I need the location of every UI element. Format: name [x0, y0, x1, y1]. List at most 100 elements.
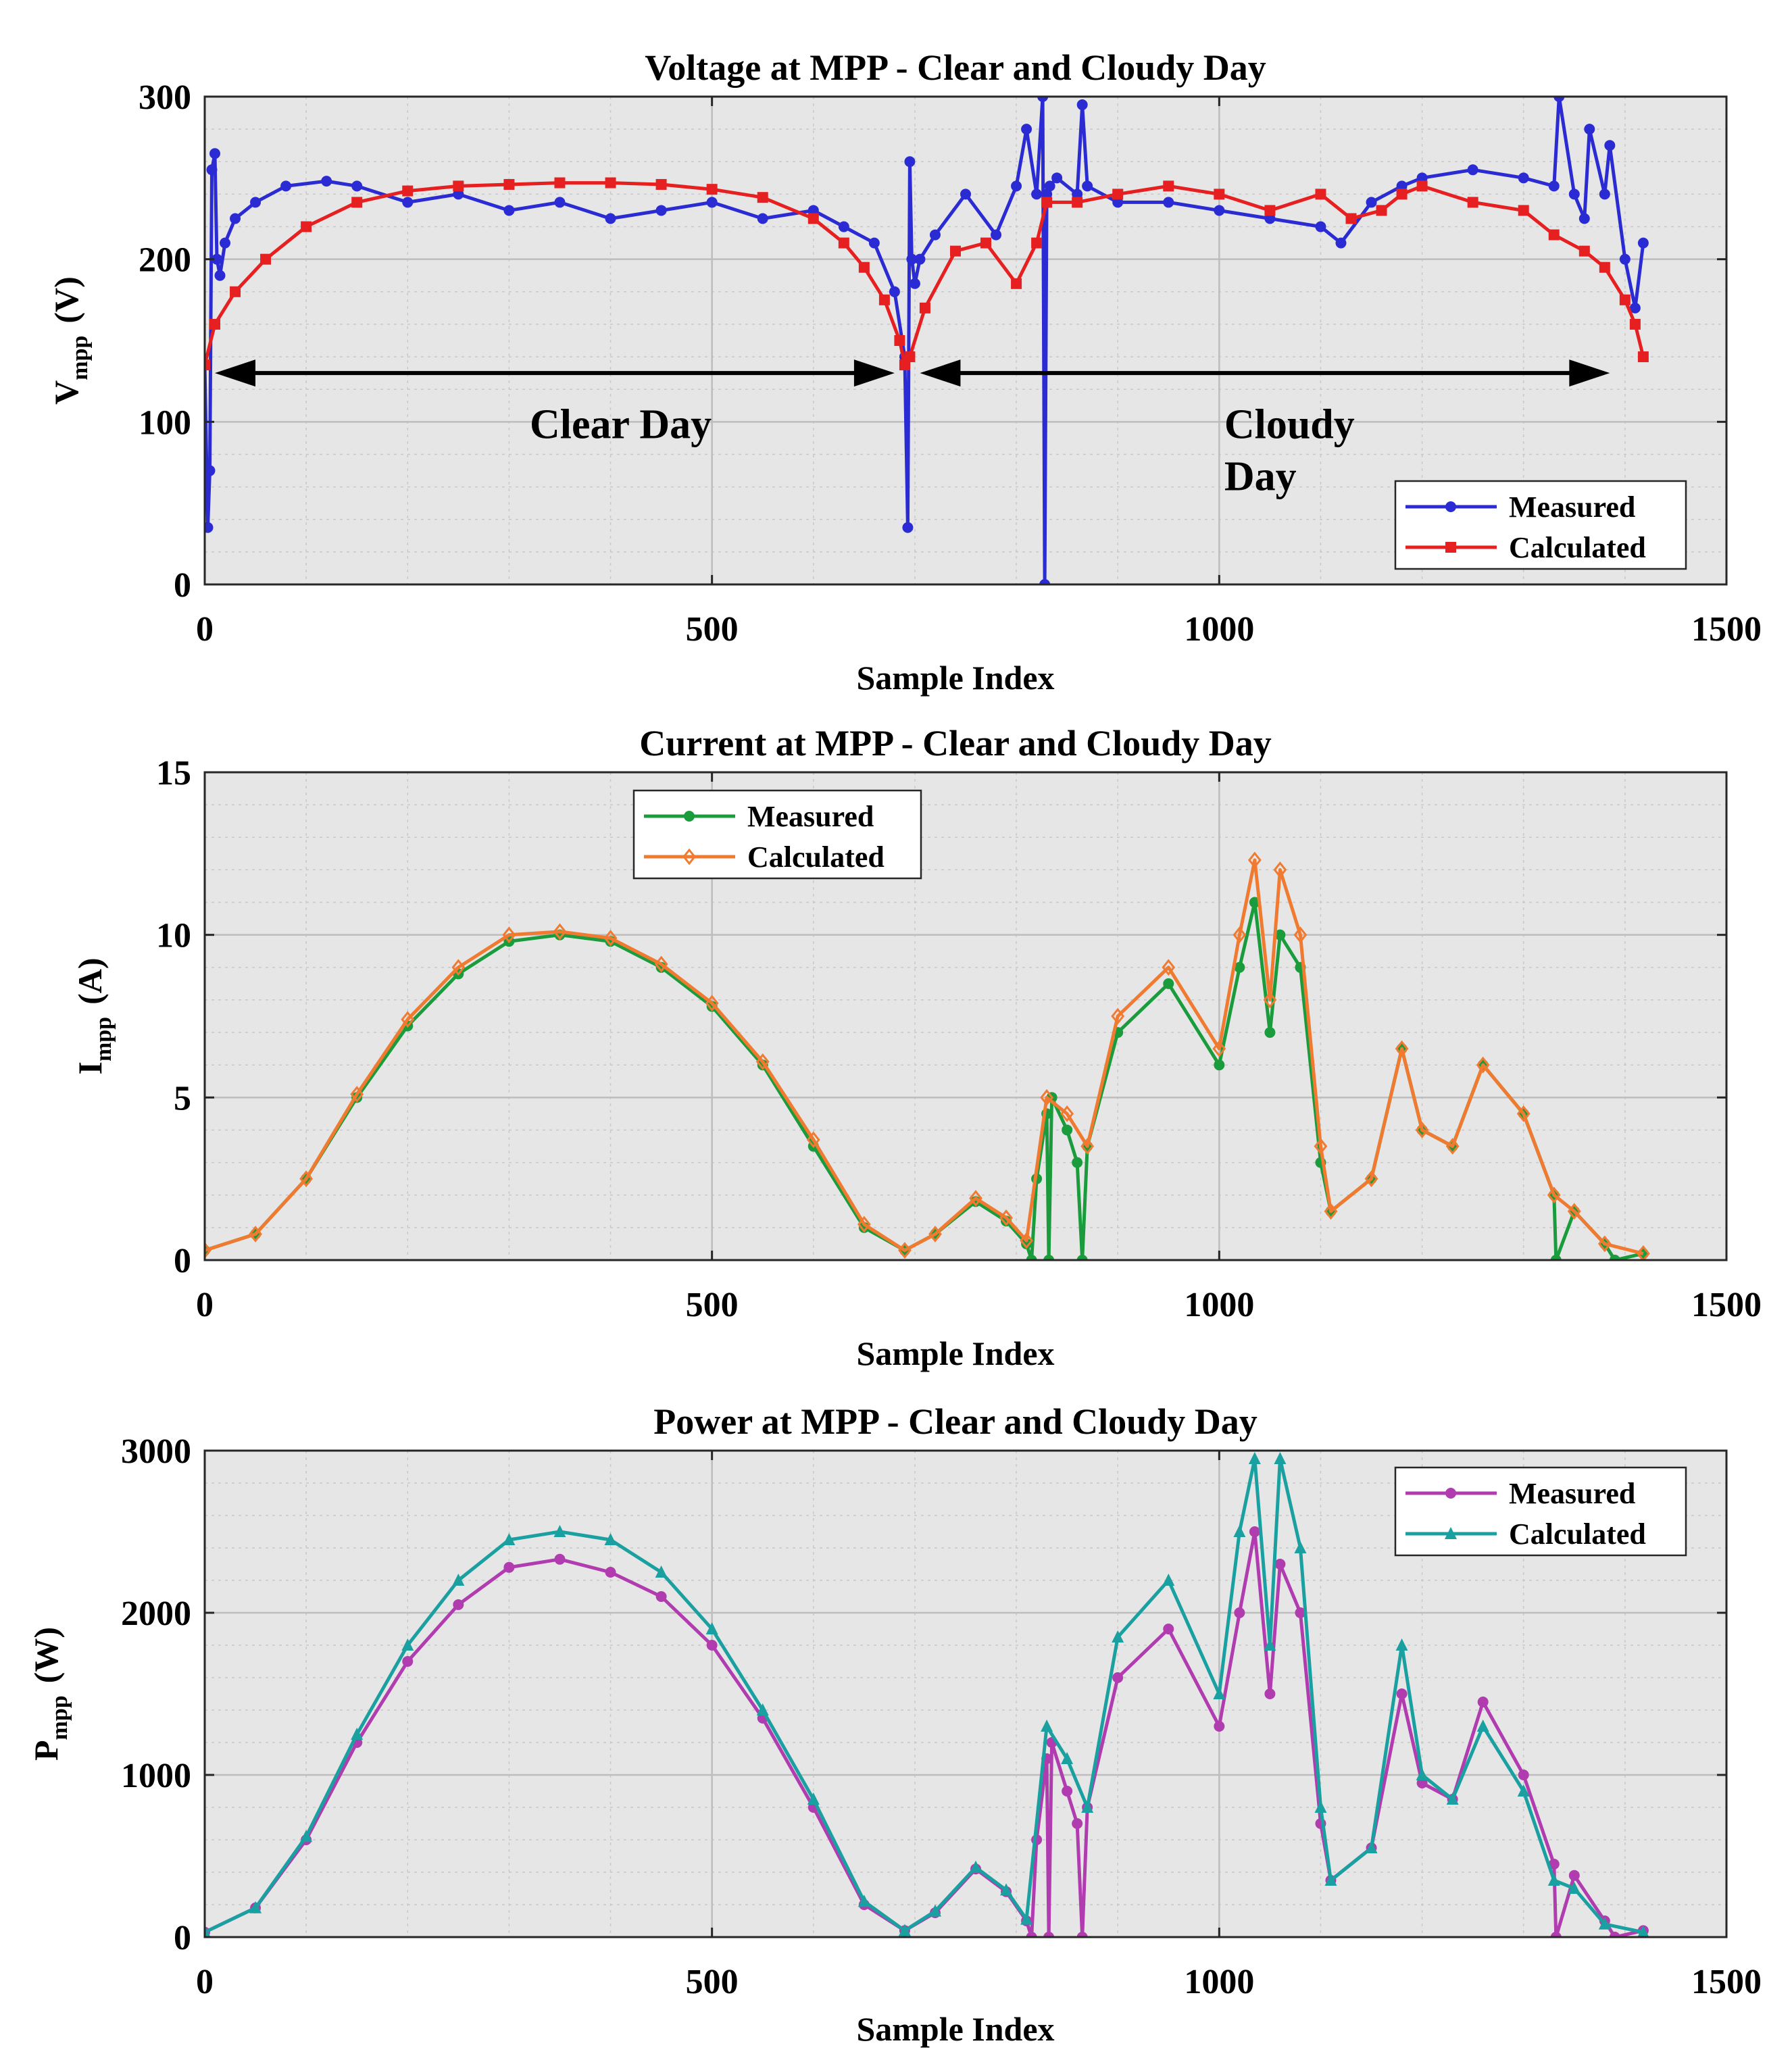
- data-point: [1395, 1040, 1409, 1057]
- legend-marker: [1445, 501, 1456, 512]
- chart-1: 0 500 1000 1500 0 100 200 300 Voltage at MPP - C…: [47, 47, 1762, 697]
- data-point: [211, 253, 223, 265]
- y-axis-label: Impp (A): [71, 957, 116, 1074]
- data-point: [898, 1924, 911, 1936]
- data-point: [655, 205, 667, 216]
- annotation-text: Clear Day: [530, 401, 712, 447]
- data-point: [705, 995, 719, 1012]
- data-point: [299, 1170, 314, 1188]
- data-point: [206, 164, 218, 176]
- data-point: [1076, 1255, 1088, 1260]
- data-point: [1264, 213, 1276, 224]
- data-point: [1637, 351, 1649, 363]
- data-point: [603, 930, 618, 947]
- data-point: [214, 270, 226, 281]
- data-point: [605, 177, 616, 189]
- data-point: [1477, 1697, 1489, 1707]
- data-point: [1598, 1917, 1611, 1930]
- data-point: [902, 522, 914, 533]
- data-point: [1396, 1688, 1408, 1699]
- y-tick-label: 0: [174, 566, 191, 605]
- y-axis-subscript: mpp: [91, 1017, 116, 1061]
- data-point: [1335, 237, 1347, 249]
- data-point: [1476, 1720, 1489, 1732]
- data-point: [453, 189, 464, 200]
- data-point: [1026, 1932, 1037, 1937]
- legend: Measured Calculated: [1394, 1466, 1687, 1557]
- data-point: [1467, 164, 1478, 176]
- data-point: [1396, 189, 1408, 200]
- data-point: [1214, 1721, 1225, 1732]
- legend-label: Calculated: [1509, 1518, 1646, 1551]
- data-point: [1415, 1122, 1429, 1138]
- data-point: [757, 192, 768, 203]
- data-point: [1376, 205, 1387, 216]
- data-point: [1516, 1105, 1530, 1122]
- data-point: [655, 178, 667, 190]
- x-axis-label: Sample Index: [856, 659, 1054, 697]
- data-point: [209, 148, 221, 159]
- data-point: [999, 1209, 1013, 1226]
- data-point: [655, 1591, 667, 1602]
- data-point: [1112, 1672, 1124, 1683]
- data-point: [1233, 1525, 1246, 1537]
- y-axis-unit: (A): [71, 957, 109, 1004]
- data-point: [604, 1533, 617, 1545]
- data-point: [1597, 1235, 1612, 1253]
- data-point: [205, 1925, 211, 1937]
- data-point: [1584, 124, 1595, 135]
- data-point: [1000, 1883, 1013, 1896]
- data-point: [1578, 213, 1590, 224]
- data-point: [1550, 1932, 1562, 1937]
- data-point: [1314, 1801, 1327, 1813]
- legend-marker: [1445, 542, 1456, 553]
- x-tick-label: 500: [686, 1963, 739, 2001]
- data-point: [605, 213, 616, 224]
- legend-box: [632, 789, 922, 880]
- data-point: [991, 229, 1002, 241]
- data-point: [1214, 205, 1225, 216]
- data-point: [402, 1656, 414, 1667]
- data-point: [1518, 172, 1529, 184]
- data-point: [1072, 1818, 1083, 1829]
- data-point: [503, 205, 515, 216]
- data-point: [351, 180, 363, 192]
- series-calculated: [205, 851, 1650, 1260]
- data-point: [655, 1565, 668, 1578]
- data-point: [1162, 959, 1176, 976]
- data-point: [502, 926, 516, 944]
- x-tick-label: 500: [686, 610, 739, 649]
- data-point: [980, 237, 992, 249]
- axes-frame: [203, 95, 1728, 586]
- data-point: [1162, 1574, 1175, 1586]
- data-point: [705, 1622, 718, 1634]
- data-point: [260, 253, 272, 265]
- axes-frame: [203, 771, 1728, 1261]
- y-axis-symbol: I: [71, 1061, 109, 1074]
- data-point: [1295, 1607, 1306, 1618]
- data-point: [706, 184, 718, 195]
- arrow-head-right: [853, 359, 895, 387]
- data-point: [928, 1226, 942, 1243]
- data-point: [1366, 197, 1377, 208]
- chart-title: Voltage at MPP - Clear and Cloudy Day: [645, 47, 1266, 88]
- data-point: [1043, 1255, 1055, 1260]
- data-point: [1040, 1088, 1054, 1106]
- data-point: [1020, 1912, 1033, 1925]
- data-point: [1416, 1768, 1428, 1780]
- chart-3: 0 500 1000 1500 0 1000 2000 3000 Power at MPP - …: [27, 1401, 1762, 2048]
- data-point: [807, 205, 819, 216]
- data-point: [1061, 1752, 1074, 1764]
- data-point: [1044, 180, 1055, 192]
- data-point: [654, 955, 668, 973]
- arrow-head-left: [920, 359, 961, 387]
- plot-area: [205, 772, 1726, 1260]
- data-point: [1163, 1624, 1174, 1634]
- data-point: [553, 923, 567, 941]
- data-point: [897, 1242, 912, 1259]
- data-point: [1294, 1541, 1307, 1553]
- data-point: [1026, 1255, 1037, 1260]
- data-point: [1619, 294, 1631, 305]
- data-point: [1637, 1925, 1649, 1937]
- data-point: [1548, 1859, 1560, 1870]
